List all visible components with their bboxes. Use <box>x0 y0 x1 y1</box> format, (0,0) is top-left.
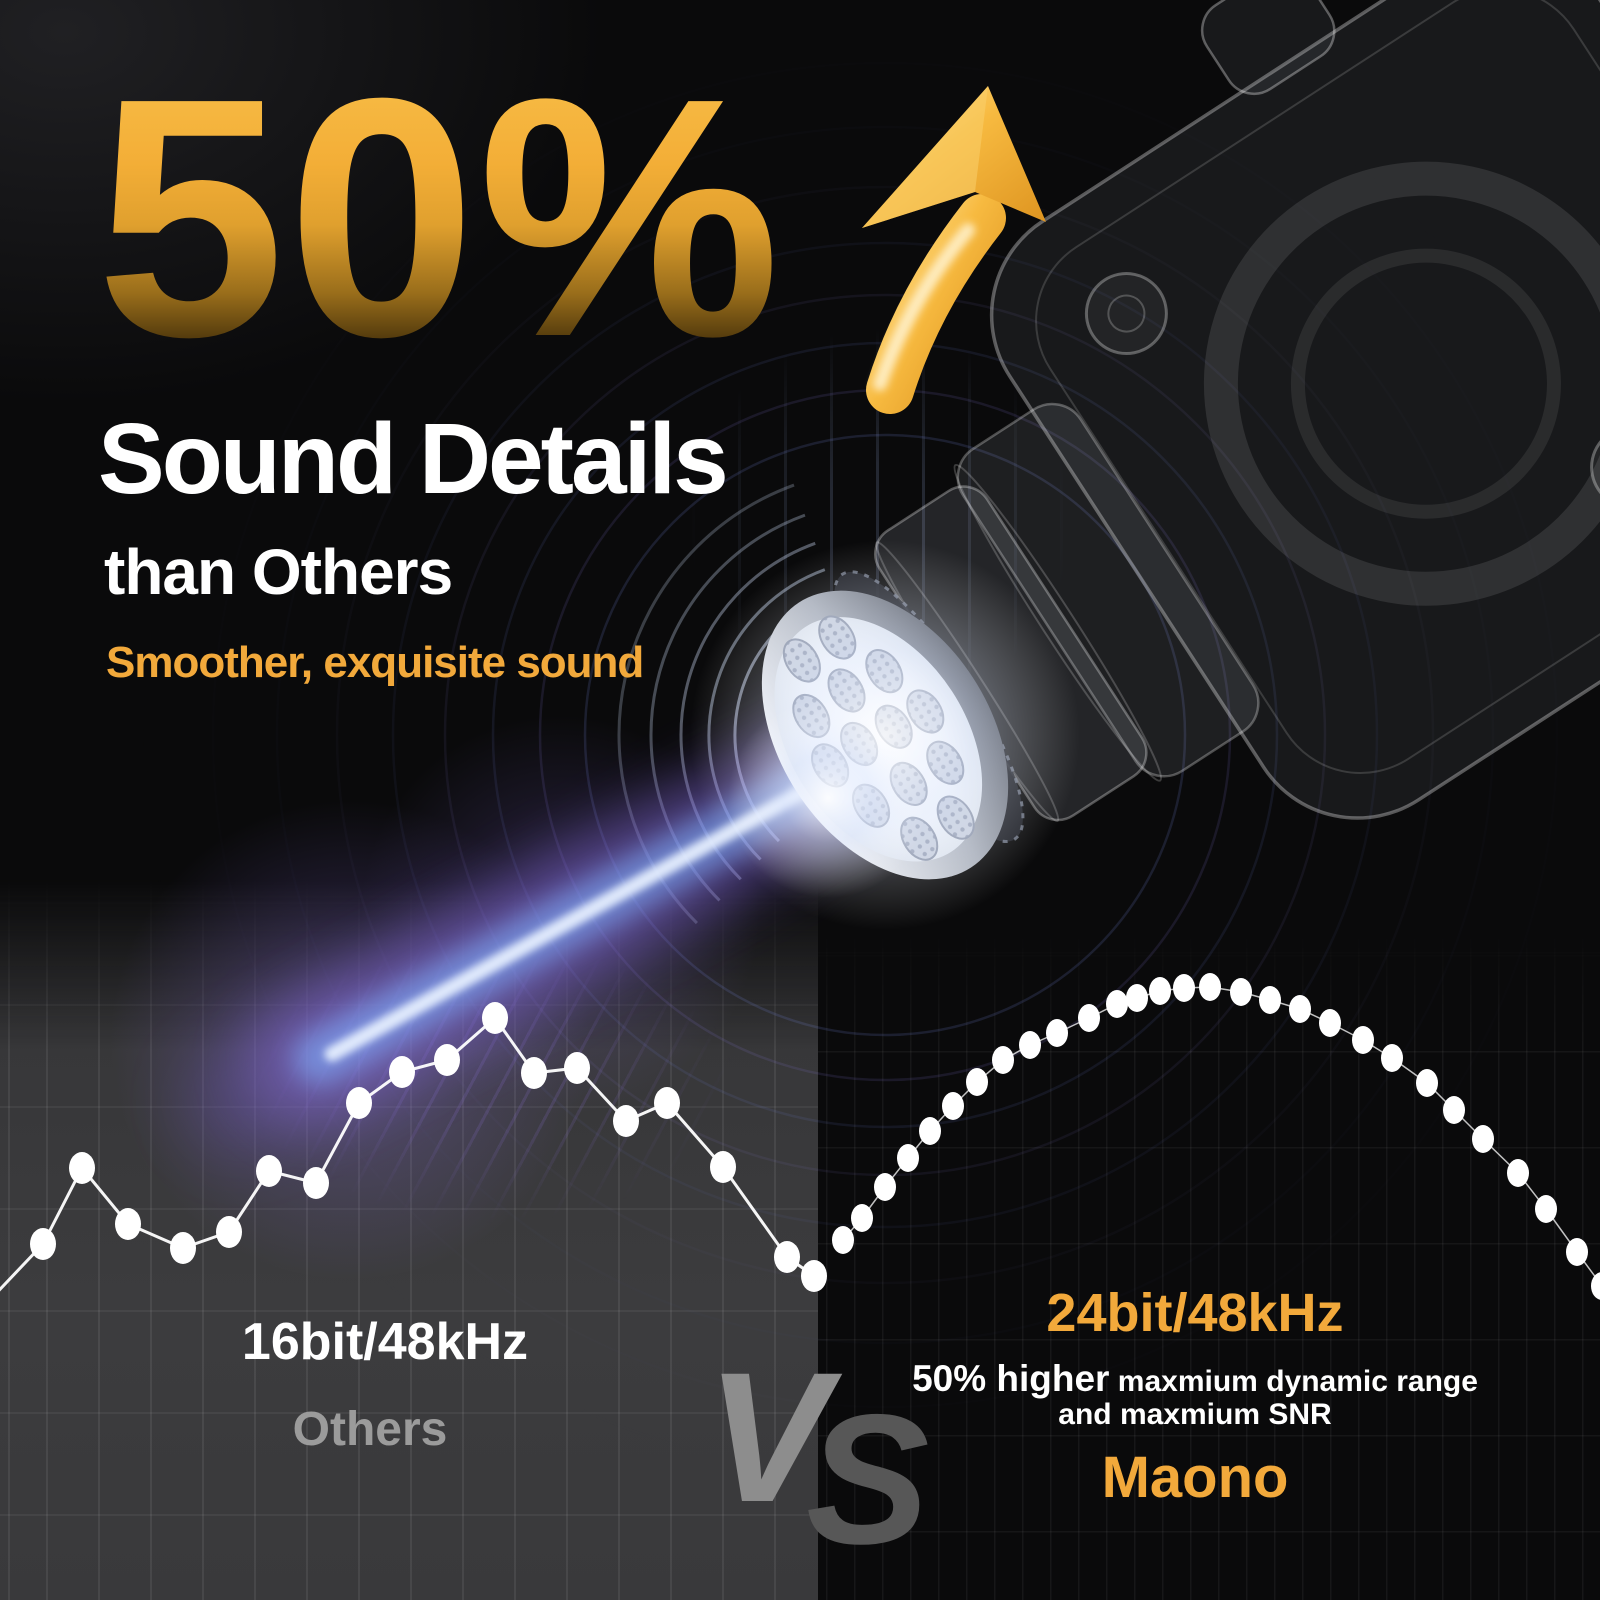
up-trend-arrow-icon <box>862 86 1046 414</box>
vs-letter-v: V <box>706 1335 830 1541</box>
maono-waveform-chart <box>832 973 1600 1300</box>
screw-boss-icon <box>1590 425 1600 509</box>
maono-benefit-line2: and maxmium SNR <box>1058 1398 1332 1431</box>
maono-brand: Maono <box>1101 1445 1289 1510</box>
others-label: Others <box>292 1403 448 1456</box>
mic-top-nub <box>1200 0 1336 96</box>
maono-benefit-highlight: 50% higher <box>912 1358 1110 1399</box>
headline-title: Sound Details <box>98 403 729 515</box>
big-percent-headline: 50% <box>96 28 783 408</box>
headline-tagline: Smoother, exquisite sound <box>106 638 644 687</box>
headline-subtitle: than Others <box>104 536 453 608</box>
screw-boss-icon <box>1084 272 1168 356</box>
others-spec: 16bit/48kHz <box>241 1313 529 1371</box>
mic-housing <box>983 0 1600 820</box>
maono-grid-panel <box>818 925 1600 1600</box>
maono-spec: 24bit/48kHz <box>1046 1283 1344 1343</box>
beam-origin-bloom <box>728 698 928 898</box>
maono-benefit-detail: maxmium dynamic range <box>1109 1365 1478 1398</box>
maono-benefit-line: 50% higher maxmium dynamic range <box>845 1358 1545 1400</box>
vs-letter-s: S <box>806 1377 930 1583</box>
others-waveform-chart <box>0 1002 827 1292</box>
